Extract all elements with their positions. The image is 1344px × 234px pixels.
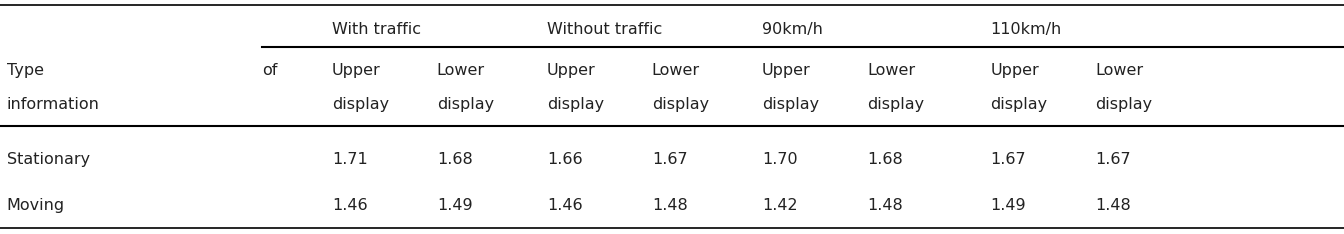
Text: display: display — [867, 97, 925, 112]
Text: 1.49: 1.49 — [437, 198, 473, 213]
Text: 1.48: 1.48 — [652, 198, 688, 213]
Text: 90km/h: 90km/h — [762, 22, 823, 37]
Text: Without traffic: Without traffic — [547, 22, 663, 37]
Text: Lower: Lower — [437, 63, 485, 78]
Text: display: display — [547, 97, 605, 112]
Text: 1.46: 1.46 — [547, 198, 583, 213]
Text: 1.66: 1.66 — [547, 152, 583, 167]
Text: 1.70: 1.70 — [762, 152, 798, 167]
Text: 1.67: 1.67 — [652, 152, 688, 167]
Text: Lower: Lower — [867, 63, 915, 78]
Text: 1.71: 1.71 — [332, 152, 368, 167]
Text: Upper: Upper — [332, 63, 380, 78]
Text: Lower: Lower — [1095, 63, 1144, 78]
Text: Upper: Upper — [762, 63, 810, 78]
Text: display: display — [652, 97, 710, 112]
Text: of: of — [262, 63, 277, 78]
Text: display: display — [762, 97, 820, 112]
Text: 1.48: 1.48 — [867, 198, 903, 213]
Text: display: display — [1095, 97, 1153, 112]
Text: 1.68: 1.68 — [437, 152, 473, 167]
Text: information: information — [7, 97, 99, 112]
Text: 1.48: 1.48 — [1095, 198, 1132, 213]
Text: 1.67: 1.67 — [991, 152, 1027, 167]
Text: 1.49: 1.49 — [991, 198, 1027, 213]
Text: Moving: Moving — [7, 198, 65, 213]
Text: display: display — [991, 97, 1048, 112]
Text: display: display — [332, 97, 390, 112]
Text: 1.42: 1.42 — [762, 198, 798, 213]
Text: Type: Type — [7, 63, 44, 78]
Text: Stationary: Stationary — [7, 152, 90, 167]
Text: 1.67: 1.67 — [1095, 152, 1132, 167]
Text: Upper: Upper — [991, 63, 1039, 78]
Text: 1.68: 1.68 — [867, 152, 903, 167]
Text: Upper: Upper — [547, 63, 595, 78]
Text: 1.46: 1.46 — [332, 198, 368, 213]
Text: With traffic: With traffic — [332, 22, 421, 37]
Text: display: display — [437, 97, 495, 112]
Text: Lower: Lower — [652, 63, 700, 78]
Text: 110km/h: 110km/h — [991, 22, 1062, 37]
